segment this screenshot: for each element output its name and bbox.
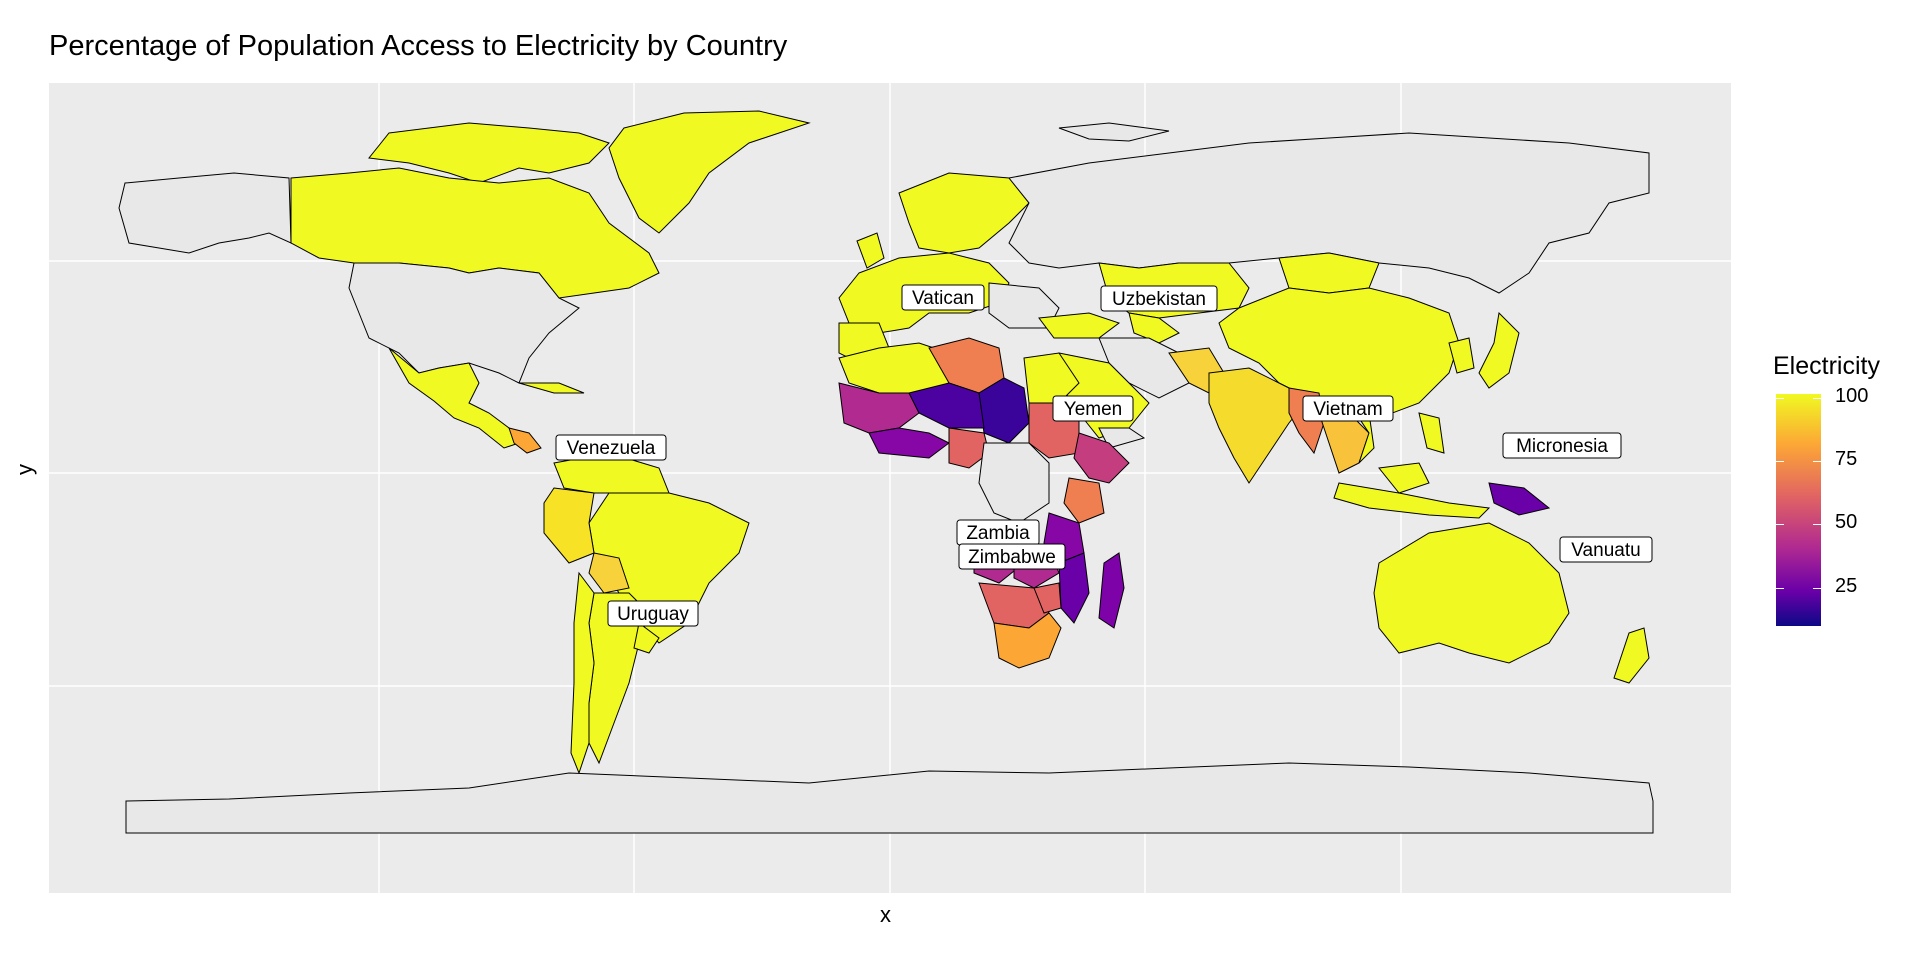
y-axis-label: y (12, 464, 37, 475)
country-south-africa (993, 612, 1062, 669)
country-zimbabwe (1033, 582, 1062, 614)
country-central-africa (978, 442, 1050, 524)
svg-text:Venezuela: Venezuela (567, 438, 656, 459)
country-ethiopia (1073, 432, 1130, 484)
legend-tickmark (1813, 398, 1821, 399)
country-indonesia (1333, 482, 1491, 519)
country-madagascar (1098, 552, 1125, 629)
country-canada-arctic (368, 122, 610, 184)
country-greenland (608, 110, 811, 234)
country-bolivia (588, 552, 630, 594)
legend-tickmark (1776, 524, 1784, 525)
legend-tickmark (1813, 588, 1821, 589)
country-turkey (1038, 312, 1121, 339)
country-borneo (1378, 462, 1430, 494)
country-alaska (118, 172, 292, 254)
legend-tickmark (1813, 461, 1821, 462)
label-yemen: Yemen (1052, 395, 1134, 422)
label-vanuatu: Vanuatu (1559, 536, 1653, 563)
svg-text:Zambia: Zambia (966, 523, 1030, 544)
svg-text:Micronesia: Micronesia (1516, 436, 1608, 457)
country-russia-arctic (1058, 122, 1170, 142)
country-kenya (1063, 477, 1105, 524)
legend-tickmark (1776, 398, 1784, 399)
legend-colorbar (1776, 394, 1821, 626)
svg-text:Yemen: Yemen (1064, 399, 1122, 420)
country-west-africa-coast (868, 427, 950, 459)
legend-tickmark (1776, 461, 1784, 462)
country-australia (1373, 522, 1570, 664)
country-nigeria (948, 427, 990, 469)
country-papua-new-guinea (1488, 482, 1551, 516)
svg-text:Uruguay: Uruguay (617, 604, 689, 625)
legend-title: Electricity (1773, 352, 1880, 380)
svg-text:Vanuatu: Vanuatu (1571, 540, 1640, 561)
country-chile (570, 571, 595, 775)
country-russia (1008, 132, 1650, 294)
country-scandinavia (898, 172, 1030, 254)
label-uzbekistan: Uzbekistan (1100, 285, 1218, 312)
label-uruguay: Uruguay (607, 600, 699, 627)
country-uruguay (633, 622, 660, 654)
label-vietnam: Vietnam (1302, 395, 1394, 422)
country-india (1208, 367, 1310, 484)
country-mali (908, 382, 985, 429)
legend-tickmark (1776, 588, 1784, 589)
country-cuba (518, 382, 585, 394)
country-peru (543, 487, 595, 564)
label-zambia: Zambia (956, 519, 1040, 546)
label-vatican: Vatican (901, 284, 985, 311)
country-china (1218, 287, 1460, 419)
map-panel: Vatican Uzbekistan Yemen Vietnam Venezue… (49, 83, 1731, 893)
svg-text:Vietnam: Vietnam (1313, 399, 1382, 420)
legend-tick-label: 50 (1835, 511, 1858, 533)
country-usa (348, 262, 580, 384)
label-zimbabwe: Zimbabwe (958, 543, 1066, 570)
label-venezuela: Venezuela (555, 434, 667, 461)
world-map: Vatican Uzbekistan Yemen Vietnam Venezue… (49, 83, 1731, 893)
country-korea (1448, 337, 1475, 374)
country-antarctica (125, 762, 1654, 834)
svg-text:Vatican: Vatican (912, 288, 974, 309)
country-uzbekistan (1128, 312, 1180, 344)
country-yemen (1098, 427, 1146, 449)
svg-text:Zimbabwe: Zimbabwe (968, 547, 1056, 568)
legend-tick-label: 100 (1835, 385, 1869, 407)
legend-tick-label: 75 (1835, 448, 1858, 470)
label-micronesia: Micronesia (1502, 432, 1622, 459)
svg-text:Uzbekistan: Uzbekistan (1112, 289, 1206, 310)
country-central-america (508, 427, 542, 454)
legend-tickmark (1813, 524, 1821, 525)
country-japan (1478, 311, 1520, 389)
country-libya-egypt (1023, 352, 1080, 404)
x-axis-label: x (880, 902, 891, 927)
country-uk (856, 232, 885, 269)
chart-title: Percentage of Population Access to Elect… (49, 30, 788, 62)
country-new-zealand (1613, 627, 1650, 684)
legend-tick-label: 25 (1835, 575, 1858, 597)
country-sahel-west (838, 382, 920, 434)
country-philippines (1418, 412, 1445, 454)
